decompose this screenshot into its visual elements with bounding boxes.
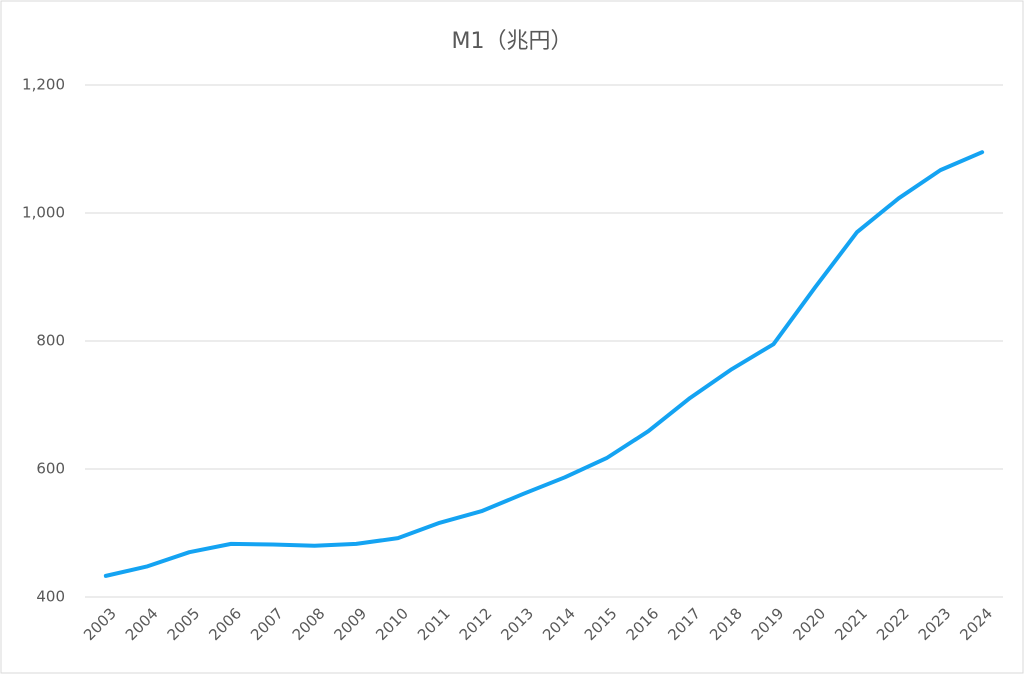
y-tick-label: 600 [36,460,65,478]
y-tick-label: 1,000 [22,204,65,222]
chart-title: M1（兆円） [452,29,573,54]
y-tick-label: 1,200 [22,76,65,94]
y-tick-label: 400 [36,588,65,606]
line-series [103,150,985,578]
y-tick-label: 800 [36,332,65,350]
